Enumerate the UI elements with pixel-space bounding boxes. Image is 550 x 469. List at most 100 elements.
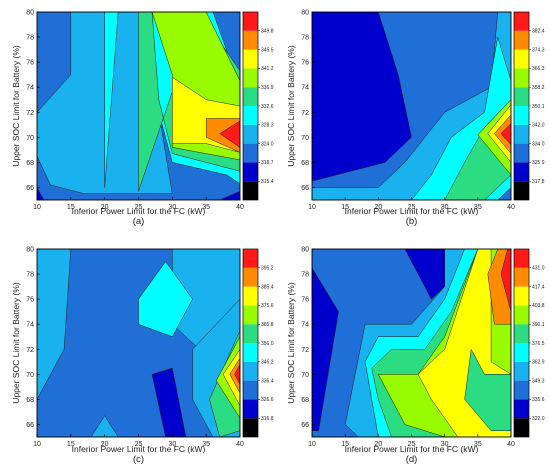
colorbar-swatch bbox=[243, 324, 258, 343]
colorbar-swatch bbox=[243, 143, 258, 163]
y-tick-label: 68 bbox=[26, 397, 34, 404]
y-tick-label: 76 bbox=[301, 60, 309, 67]
x-tick-label: 15 bbox=[341, 441, 349, 448]
y-tick-label: 70 bbox=[26, 135, 34, 142]
panel-4: 10 15 20 25 30 35 40 66 68 70 72 74 76 78 80 Inferior P… bbox=[286, 247, 545, 466]
colorbar-swatch bbox=[514, 68, 529, 88]
panel-label: (a) bbox=[133, 216, 145, 227]
y-tick-label: 80 bbox=[26, 247, 34, 254]
colorbar-swatch bbox=[514, 286, 529, 306]
contour-region bbox=[37, 187, 45, 200]
colorbar-swatch bbox=[243, 87, 258, 106]
x-tick-label: 35 bbox=[474, 441, 482, 448]
x-tick-label: 10 bbox=[33, 204, 41, 211]
colorbar-label: 316.8 bbox=[261, 416, 274, 422]
colorbar-swatch bbox=[243, 12, 258, 31]
colorbar-label: 356.0 bbox=[261, 341, 274, 347]
colorbar-swatch bbox=[243, 380, 258, 400]
y-tick-label: 68 bbox=[301, 397, 309, 404]
colorbar-label: 349.8 bbox=[261, 29, 274, 35]
contour-region bbox=[90, 415, 119, 437]
contour-region bbox=[312, 267, 339, 431]
contour-fill bbox=[312, 12, 511, 200]
colorbar-swatch bbox=[514, 106, 529, 125]
contour-region bbox=[37, 249, 72, 400]
colorbar-swatch bbox=[514, 343, 529, 362]
contour-region bbox=[500, 123, 511, 146]
y-tick-label: 72 bbox=[301, 110, 309, 117]
x-axis-label: Inferior Power Limit for the FC (kW) bbox=[72, 444, 206, 454]
contour-region bbox=[219, 190, 240, 200]
colorbar-swatch bbox=[514, 124, 529, 144]
x-tick-label: 25 bbox=[408, 441, 416, 448]
y-tick-label: 80 bbox=[301, 247, 309, 254]
y-tick-label: 72 bbox=[301, 347, 309, 354]
x-tick-label: 15 bbox=[67, 204, 75, 211]
x-tick-label: 40 bbox=[507, 441, 515, 448]
y-tick-label: 80 bbox=[26, 10, 34, 17]
colorbar: 315.4 318.7 324.0 328.3 332.6 336.9 341.2 345.5… bbox=[242, 11, 274, 201]
colorbar-swatch bbox=[514, 181, 529, 200]
x-axis-label: Inferior Power Limit for the FC (kW) bbox=[345, 206, 479, 216]
x-tick-label: 10 bbox=[308, 441, 316, 448]
y-tick-label: 78 bbox=[26, 272, 34, 279]
x-tick-label: 10 bbox=[308, 204, 316, 211]
colorbar-swatch bbox=[243, 106, 258, 125]
colorbar-label: 328.3 bbox=[261, 123, 274, 129]
x-tick-label: 30 bbox=[168, 441, 176, 448]
x-tick-label: 15 bbox=[341, 204, 349, 211]
colorbar-swatch bbox=[243, 361, 258, 381]
x-tick-label: 20 bbox=[101, 204, 109, 211]
contour-region bbox=[234, 364, 240, 385]
colorbar-swatch bbox=[243, 249, 258, 268]
x-tick-label: 40 bbox=[236, 204, 244, 211]
x-tick-label: 20 bbox=[101, 441, 109, 448]
colorbar-label: 376.5 bbox=[532, 341, 545, 347]
y-tick-label: 72 bbox=[26, 110, 34, 117]
colorbar-label: 341.2 bbox=[261, 66, 274, 72]
colorbar-label: 362.9 bbox=[532, 360, 545, 366]
contour-region bbox=[219, 120, 240, 148]
colorbar-swatch bbox=[514, 380, 529, 400]
colorbar-swatch bbox=[514, 162, 529, 182]
colorbar-swatch bbox=[243, 286, 258, 306]
colorbar: 317.8 325.9 334.0 342.0 350.1 358.2 366.3 374.3… bbox=[513, 11, 545, 201]
colorbar-swatch bbox=[514, 418, 529, 437]
y-tick-label: 70 bbox=[301, 135, 309, 142]
colorbar: 322.0 335.6 349.3 362.9 376.5 390.1 403.8 417.4… bbox=[513, 248, 545, 438]
colorbar-label: 345.5 bbox=[261, 47, 274, 53]
y-tick-label: 66 bbox=[301, 185, 309, 192]
colorbar-label: 417.4 bbox=[532, 284, 545, 290]
colorbar-label: 315.4 bbox=[261, 179, 274, 185]
contour-region bbox=[464, 349, 511, 431]
x-tick-label: 35 bbox=[474, 204, 482, 211]
x-tick-label: 10 bbox=[33, 441, 41, 448]
colorbar-swatch bbox=[243, 343, 258, 362]
colorbar-label: 336.4 bbox=[261, 378, 274, 384]
contour-fill bbox=[312, 249, 511, 437]
colorbar-label: 349.3 bbox=[532, 378, 545, 384]
colorbar-swatch bbox=[514, 267, 529, 287]
colorbar-swatch bbox=[514, 30, 529, 50]
colorbar-swatch bbox=[514, 12, 529, 31]
colorbar-label: 395.2 bbox=[261, 266, 274, 272]
panel-label: (c) bbox=[133, 454, 144, 465]
x-tick-label: 30 bbox=[441, 441, 449, 448]
colorbar-swatch bbox=[514, 324, 529, 343]
y-axis-label: Upper SOC Limit for Battery (%) bbox=[11, 45, 21, 167]
colorbar-swatch bbox=[243, 124, 258, 144]
colorbar-label: 366.3 bbox=[532, 66, 545, 72]
y-tick-label: 70 bbox=[26, 372, 34, 379]
y-tick-label: 76 bbox=[26, 297, 34, 304]
y-tick-label: 80 bbox=[301, 10, 309, 17]
colorbar-swatch bbox=[243, 305, 258, 325]
y-tick-label: 78 bbox=[301, 35, 309, 42]
colorbar-label: 365.8 bbox=[261, 322, 274, 328]
colorbar-label: 374.3 bbox=[532, 47, 545, 53]
colorbar-swatch bbox=[243, 181, 258, 200]
colorbar-swatch bbox=[243, 418, 258, 437]
contour-region bbox=[138, 261, 193, 337]
colorbar: 316.8 326.6 336.4 346.2 356.0 365.8 375.6 385.4… bbox=[242, 248, 274, 438]
colorbar-swatch bbox=[243, 399, 258, 419]
